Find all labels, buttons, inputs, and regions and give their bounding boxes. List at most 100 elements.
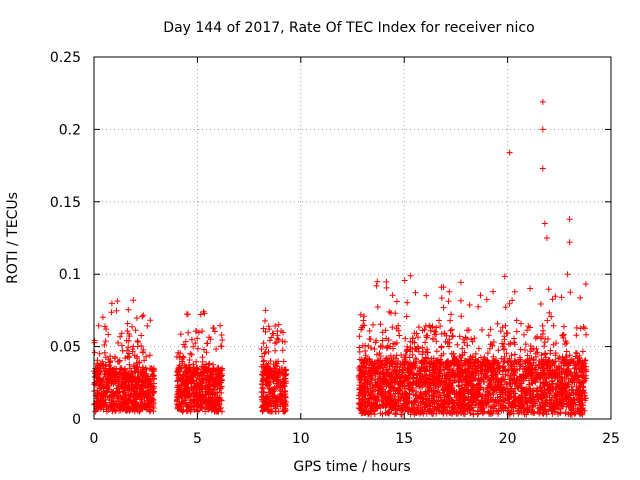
data-point xyxy=(445,298,452,305)
data-point xyxy=(101,349,108,356)
x-tick-label: 10 xyxy=(292,431,310,447)
data-point xyxy=(213,346,220,353)
data-point xyxy=(111,355,118,362)
data-point xyxy=(115,339,121,346)
data-point xyxy=(126,333,133,340)
data-point xyxy=(203,349,210,356)
data-point xyxy=(438,344,445,351)
data-point xyxy=(139,379,146,386)
data-point xyxy=(99,314,106,321)
data-point xyxy=(396,332,403,339)
data-point xyxy=(539,98,546,105)
data-point xyxy=(121,378,128,385)
data-point xyxy=(545,336,551,342)
x-axis-label: GPS time / hours xyxy=(293,459,410,475)
data-point xyxy=(210,361,217,368)
data-point xyxy=(545,286,552,293)
data-point xyxy=(537,301,544,307)
data-point xyxy=(544,317,551,324)
data-point xyxy=(97,400,104,407)
data-point xyxy=(103,408,110,415)
data-point xyxy=(404,299,411,306)
data-point xyxy=(109,405,116,412)
data-point xyxy=(138,383,145,390)
data-point xyxy=(511,335,517,342)
y-tick-label: 0.25 xyxy=(50,50,81,66)
data-point xyxy=(146,406,153,413)
data-point xyxy=(142,401,148,408)
data-point xyxy=(456,333,463,340)
data-point xyxy=(94,390,101,397)
data-point xyxy=(100,365,107,372)
data-point xyxy=(412,289,419,296)
data-point xyxy=(128,382,135,389)
y-tick-label: 0.2 xyxy=(59,122,81,138)
data-point xyxy=(94,387,101,394)
data-point xyxy=(129,348,136,355)
data-point xyxy=(102,323,108,330)
data-point xyxy=(433,348,440,355)
data-point xyxy=(393,298,400,305)
data-point xyxy=(582,325,588,332)
data-point xyxy=(218,332,225,338)
data-point xyxy=(448,311,454,318)
x-tick-label: 0 xyxy=(90,431,99,447)
data-point xyxy=(95,322,102,329)
x-tick-label: 20 xyxy=(499,431,517,447)
data-point xyxy=(262,317,268,324)
data-point xyxy=(262,307,269,314)
data-point xyxy=(144,322,151,329)
data-point xyxy=(552,293,559,300)
data-point xyxy=(113,307,120,314)
data-point xyxy=(500,346,507,353)
data-point xyxy=(401,277,408,284)
data-point xyxy=(97,392,104,399)
data-point xyxy=(143,366,150,373)
data-point xyxy=(138,332,145,339)
data-point xyxy=(122,368,129,375)
data-point xyxy=(202,408,209,415)
data-point xyxy=(124,320,131,327)
data-point xyxy=(103,326,110,333)
data-point xyxy=(539,165,546,172)
data-point xyxy=(103,382,110,389)
data-point xyxy=(356,333,363,340)
data-point xyxy=(464,342,471,349)
data-point xyxy=(532,335,539,342)
data-point xyxy=(118,330,125,337)
data-point xyxy=(141,357,148,364)
data-point xyxy=(383,278,390,285)
data-point xyxy=(100,406,107,413)
grid-layer xyxy=(94,57,611,419)
data-point xyxy=(275,321,282,328)
data-point xyxy=(374,304,381,310)
data-point xyxy=(136,359,142,366)
data-point xyxy=(511,351,518,358)
data-point xyxy=(148,392,155,399)
data-point xyxy=(98,385,105,392)
data-point xyxy=(143,353,150,360)
data-point xyxy=(407,272,414,279)
data-point xyxy=(458,313,465,320)
data-point xyxy=(133,405,140,412)
data-point xyxy=(495,347,502,354)
data-point xyxy=(577,294,584,301)
data-point xyxy=(366,336,373,342)
data-point xyxy=(513,328,520,335)
data-point xyxy=(106,366,113,373)
data-point xyxy=(106,371,113,378)
data-point xyxy=(524,327,531,334)
data-point xyxy=(185,329,192,336)
data-point xyxy=(457,297,464,304)
data-point xyxy=(130,377,137,384)
data-point xyxy=(511,288,518,295)
data-point xyxy=(149,383,156,390)
data-point xyxy=(423,292,430,299)
data-point xyxy=(543,235,550,241)
data-point xyxy=(125,306,132,313)
data-point xyxy=(479,326,485,333)
data-point xyxy=(502,322,509,329)
data-point xyxy=(121,389,128,396)
data-point xyxy=(550,322,557,329)
